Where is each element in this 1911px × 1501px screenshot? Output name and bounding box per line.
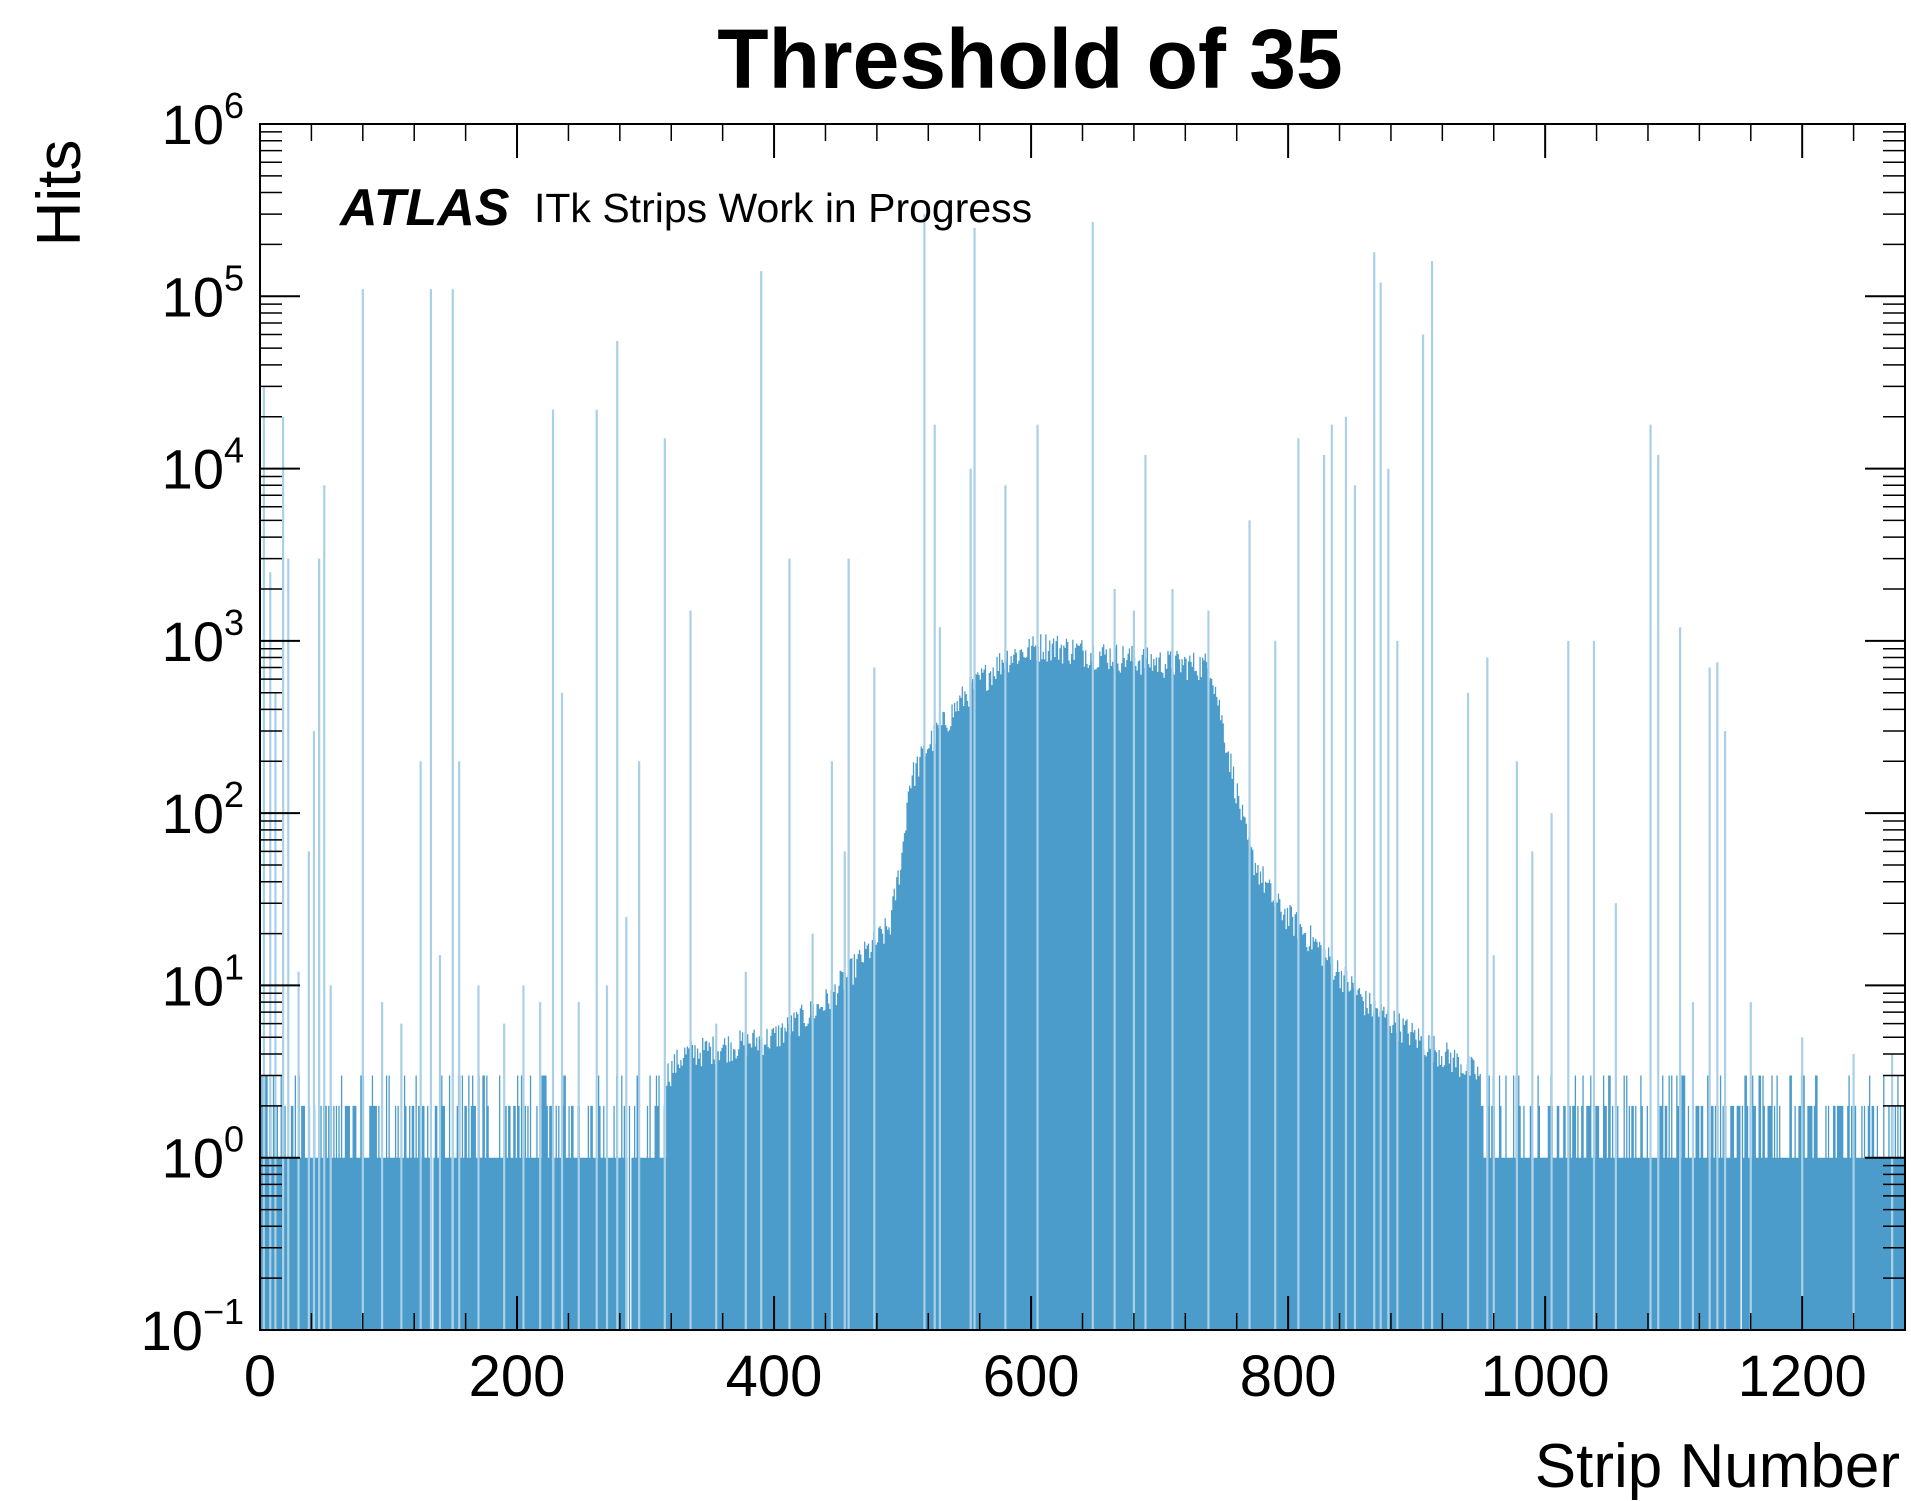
chart-title: Threshold of 35 [717,12,1342,106]
x-tick-label: 200 [469,1344,566,1409]
y-tick-label: 101 [162,946,244,1017]
atlas-annotation: ATLAS ITk Strips Work in Progress [338,179,1032,237]
y-tick-base: 10 [162,93,224,156]
x-tick-label: 600 [983,1344,1080,1409]
x-tick-label: 1200 [1738,1344,1867,1409]
y-tick-exponent: 1 [224,946,244,987]
histogram-spikes [262,214,1894,1330]
y-tick-label: 10−1 [141,1291,244,1362]
y-axis-label: Hits [25,140,94,247]
x-tick-label: 400 [726,1344,823,1409]
atlas-annotation-text: ITk Strips Work in Progress [534,185,1032,231]
y-tick-label: 100 [162,1119,244,1190]
y-tick-base: 10 [141,1299,203,1362]
y-tick-label: 105 [162,257,244,328]
y-tick-exponent: 2 [224,774,244,815]
y-tick-base: 10 [162,954,224,1017]
y-tick-base: 10 [162,438,224,501]
atlas-label: ATLAS [338,179,510,237]
x-tick-label: 800 [1240,1344,1337,1409]
y-tick-base: 10 [162,782,224,845]
plot-frame [259,123,1906,1331]
y-tick-exponent: 6 [224,85,244,126]
y-tick-base: 10 [162,1127,224,1190]
y-tick-label: 106 [162,85,244,156]
y-tick-label: 103 [162,602,244,673]
y-tick-exponent: 0 [224,1119,244,1160]
y-tick-base: 10 [162,265,224,328]
y-tick-label: 102 [162,774,244,845]
x-tick-labels: 0 200 400 600 800 1000 1200 [244,1344,1867,1409]
y-tick-exponent: 5 [224,257,244,298]
y-tick-base: 10 [162,610,224,673]
y-tick-exponent: 3 [224,602,244,643]
y-tick-exponent: −1 [203,1291,244,1332]
x-tick-label: 1000 [1481,1344,1610,1409]
minor-ticks [260,124,1906,1330]
y-tick-exponent: 4 [224,430,244,471]
y-tick-label: 104 [162,430,244,501]
x-tick-label: 0 [244,1344,276,1409]
x-axis-label: Strip Number [1535,1432,1900,1501]
